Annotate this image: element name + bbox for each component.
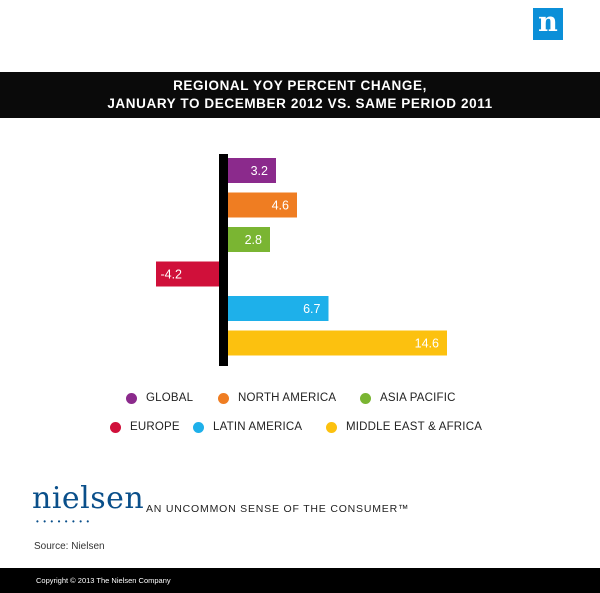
legend-label-asia-pacific: ASIA PACIFIC: [380, 392, 456, 404]
chart-title-bar: REGIONAL YOY PERCENT CHANGE, JANUARY TO …: [0, 72, 600, 118]
bar-global: [228, 158, 276, 183]
bar-latin-america: [228, 296, 329, 321]
bar-asia-pacific: [228, 227, 270, 252]
source-note: Source: Nielsen: [34, 541, 105, 552]
legend-dot-europe: [110, 421, 121, 433]
copyright-text: Copyright © 2013 The Nielsen Company: [36, 576, 171, 585]
legend-dot-global: [126, 392, 137, 404]
bar-value-label-europe: -4.2: [160, 268, 182, 282]
legend-dot-north-america: [218, 392, 229, 404]
legend-item-global: GLOBAL: [126, 392, 193, 404]
legend-dot-asia-pacific: [360, 392, 371, 404]
legend-label-latin-america: LATIN AMERICA: [213, 421, 303, 433]
legend-label-global: GLOBAL: [146, 392, 194, 404]
bar-value-label-north-america: 4.6: [272, 199, 289, 213]
bar-europe: [156, 261, 219, 287]
legend-dot-middle-east-africa: [326, 421, 337, 433]
legend-label-europe: EUROPE: [130, 421, 180, 433]
legend-label-middle-east-africa: MIDDLE EAST & AFRICA: [346, 421, 483, 433]
legend-item-middle-east-africa: MIDDLE EAST & AFRICA: [326, 421, 482, 433]
bar-value-label-global: 3.2: [251, 164, 268, 178]
nielsen-n-logo-icon: n: [533, 8, 563, 40]
bar-chart: 3.2 4.6 2.8 -4.2 6.7 14.6: [156, 154, 447, 366]
legend-item-north-america: NORTH AMERICA: [218, 392, 336, 404]
legend-item-asia-pacific: ASIA PACIFIC: [360, 392, 456, 404]
bar-value-label-middle-east-and-africa: 14.6: [415, 337, 439, 351]
nielsen-wordmark: nielsen: [32, 481, 145, 516]
bar-value-label-latin-america: 6.7: [303, 302, 320, 316]
zero-axis-line: [219, 154, 228, 366]
footer-bar: Copyright © 2013 The Nielsen Company: [0, 568, 600, 593]
chart-title-line-1: REGIONAL YOY PERCENT CHANGE,: [173, 78, 427, 93]
legend-item-latin-america: LATIN AMERICA: [193, 421, 302, 433]
legend-item-europe: EUROPE: [110, 421, 180, 433]
chart-legend: GLOBAL NORTH AMERICA ASIA PACIFIC EUROPE…: [0, 388, 600, 448]
bar-value-label-asia-pacific: 2.8: [245, 233, 262, 247]
legend-dot-latin-america: [193, 421, 204, 433]
brand-tagline: AN UNCOMMON SENSE OF THE CONSUMER™: [146, 503, 410, 515]
chart-title-line-2: JANUARY TO DECEMBER 2012 VS. SAME PERIOD…: [107, 96, 493, 111]
nielsen-wordmark-dots: ••••••••: [36, 517, 94, 526]
bar-middle-east-and-africa: [228, 330, 447, 356]
legend-label-north-america: NORTH AMERICA: [238, 392, 337, 404]
bar-north-america: [228, 192, 297, 218]
